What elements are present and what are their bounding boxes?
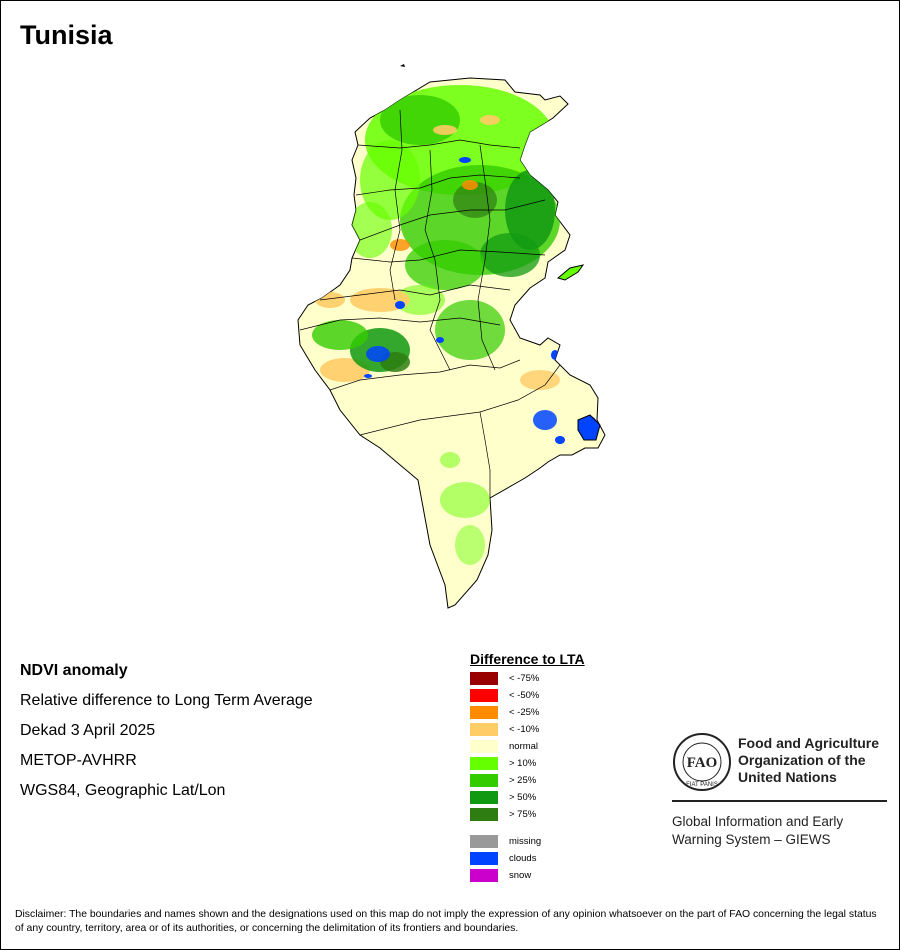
info-line-sensor: METOP-AVHRR xyxy=(20,752,137,769)
legend-label: normal xyxy=(509,741,539,752)
legend-label: < -75% xyxy=(509,673,540,684)
legend-item: missing xyxy=(470,835,541,848)
map-title: Tunisia xyxy=(20,20,113,50)
legend-label: missing xyxy=(509,836,542,847)
legend-item: clouds xyxy=(470,852,536,865)
legend-label: > 10% xyxy=(509,758,537,769)
fao-name-line-3: United Nations xyxy=(738,769,837,785)
legend-item: < -50% xyxy=(470,689,539,702)
fao-logo-text: FAO xyxy=(687,755,718,771)
legend-swatch xyxy=(470,835,498,848)
land-layer xyxy=(297,64,606,609)
kerkennah-island xyxy=(556,264,585,281)
legend-title: Difference to LTA xyxy=(470,651,585,667)
legend: Difference to LTA < -75% < -50% < -25% < -1… xyxy=(470,651,670,882)
legend-swatch xyxy=(470,869,498,882)
map-info-block: NDVI anomaly Relative difference to Long… xyxy=(20,656,313,806)
legend-item: > 10% xyxy=(470,757,536,770)
legend-item: < -25% xyxy=(470,706,539,719)
legend-label: snow xyxy=(509,870,532,881)
legend-label: < -10% xyxy=(509,724,540,735)
legend-label: > 25% xyxy=(509,775,537,786)
giews-line-1: Global Information and Early xyxy=(672,814,844,829)
info-heading: NDVI anomaly xyxy=(20,662,128,679)
giews-name: Global Information and Early Warning Sys… xyxy=(672,813,843,849)
legend-swatch xyxy=(470,706,498,719)
ndvi-anomaly-layer xyxy=(312,85,598,565)
fao-logo-motto: FIAT PANIS xyxy=(686,782,718,788)
legend-label: < -25% xyxy=(509,707,540,718)
legend-label: < -50% xyxy=(509,690,540,701)
legend-item: < -75% xyxy=(470,672,539,685)
tunisia-map xyxy=(297,64,606,609)
info-line-period: Dekad 3 April 2025 xyxy=(20,722,156,739)
disclaimer: Disclaimer: The boundaries and names sho… xyxy=(15,909,877,934)
legend-swatch xyxy=(470,774,498,787)
legend-label: > 50% xyxy=(509,792,537,803)
legend-swatch xyxy=(470,740,498,753)
legend-item: snow xyxy=(470,869,531,882)
legend-label: > 75% xyxy=(509,809,537,820)
giews-line-2: Warning System – GIEWS xyxy=(672,832,831,847)
legend-swatch xyxy=(470,757,498,770)
legend-item: < -10% xyxy=(470,723,539,736)
info-line-projection: WGS84, Geographic Lat/Lon xyxy=(20,782,226,799)
djerba-island xyxy=(577,414,601,441)
legend-label: clouds xyxy=(509,853,537,864)
fao-name-line-1: Food and Agriculture xyxy=(738,735,880,751)
legend-swatch xyxy=(470,723,498,736)
fao-organization-name: Food and Agriculture Organization of the… xyxy=(738,735,879,786)
legend-item: > 50% xyxy=(470,791,536,804)
galite-island xyxy=(400,64,405,67)
legend-swatch xyxy=(470,808,498,821)
admin-boundaries xyxy=(299,109,561,498)
fao-name-line-2: Organization of the xyxy=(738,752,866,768)
legend-item: normal xyxy=(470,740,538,753)
legend-swatch xyxy=(470,852,498,865)
legend-item: > 75% xyxy=(470,808,536,821)
fao-divider xyxy=(672,800,887,802)
legend-swatch xyxy=(470,689,498,702)
fao-logo: FAO FIAT PANIS xyxy=(673,733,731,791)
info-line-reference: Relative difference to Long Term Average xyxy=(20,692,313,709)
legend-item: > 25% xyxy=(470,774,536,787)
legend-swatch xyxy=(470,672,498,685)
legend-swatch xyxy=(470,791,498,804)
